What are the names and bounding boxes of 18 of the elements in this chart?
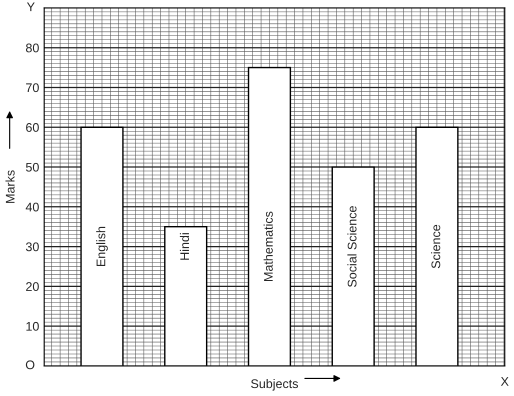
x-tick-label: English: [96, 226, 108, 266]
y-tick-label: 80: [26, 43, 39, 52]
x-tick-label: Science: [431, 224, 440, 268]
x-tick-label: Hindi: [180, 233, 190, 260]
text: O: [26, 360, 34, 370]
y-tick-label: 40: [26, 202, 39, 212]
x-axis-title: Subjects: [251, 378, 298, 391]
text: X: [500, 377, 509, 386]
text: Y: [26, 2, 35, 12]
y-tick-label: 70: [26, 83, 39, 92]
x-tick-label: Mathematics: [264, 212, 273, 281]
y-tick-label: 20: [26, 282, 39, 292]
x-tick-label: Social Science: [347, 206, 357, 287]
y-tick-label: 50: [26, 162, 39, 172]
y-tick-label: 10: [26, 322, 39, 331]
y-axis-title: Marks: [5, 170, 15, 203]
y-tick-label: 30: [26, 242, 39, 252]
y-tick-label: 60: [26, 123, 39, 132]
